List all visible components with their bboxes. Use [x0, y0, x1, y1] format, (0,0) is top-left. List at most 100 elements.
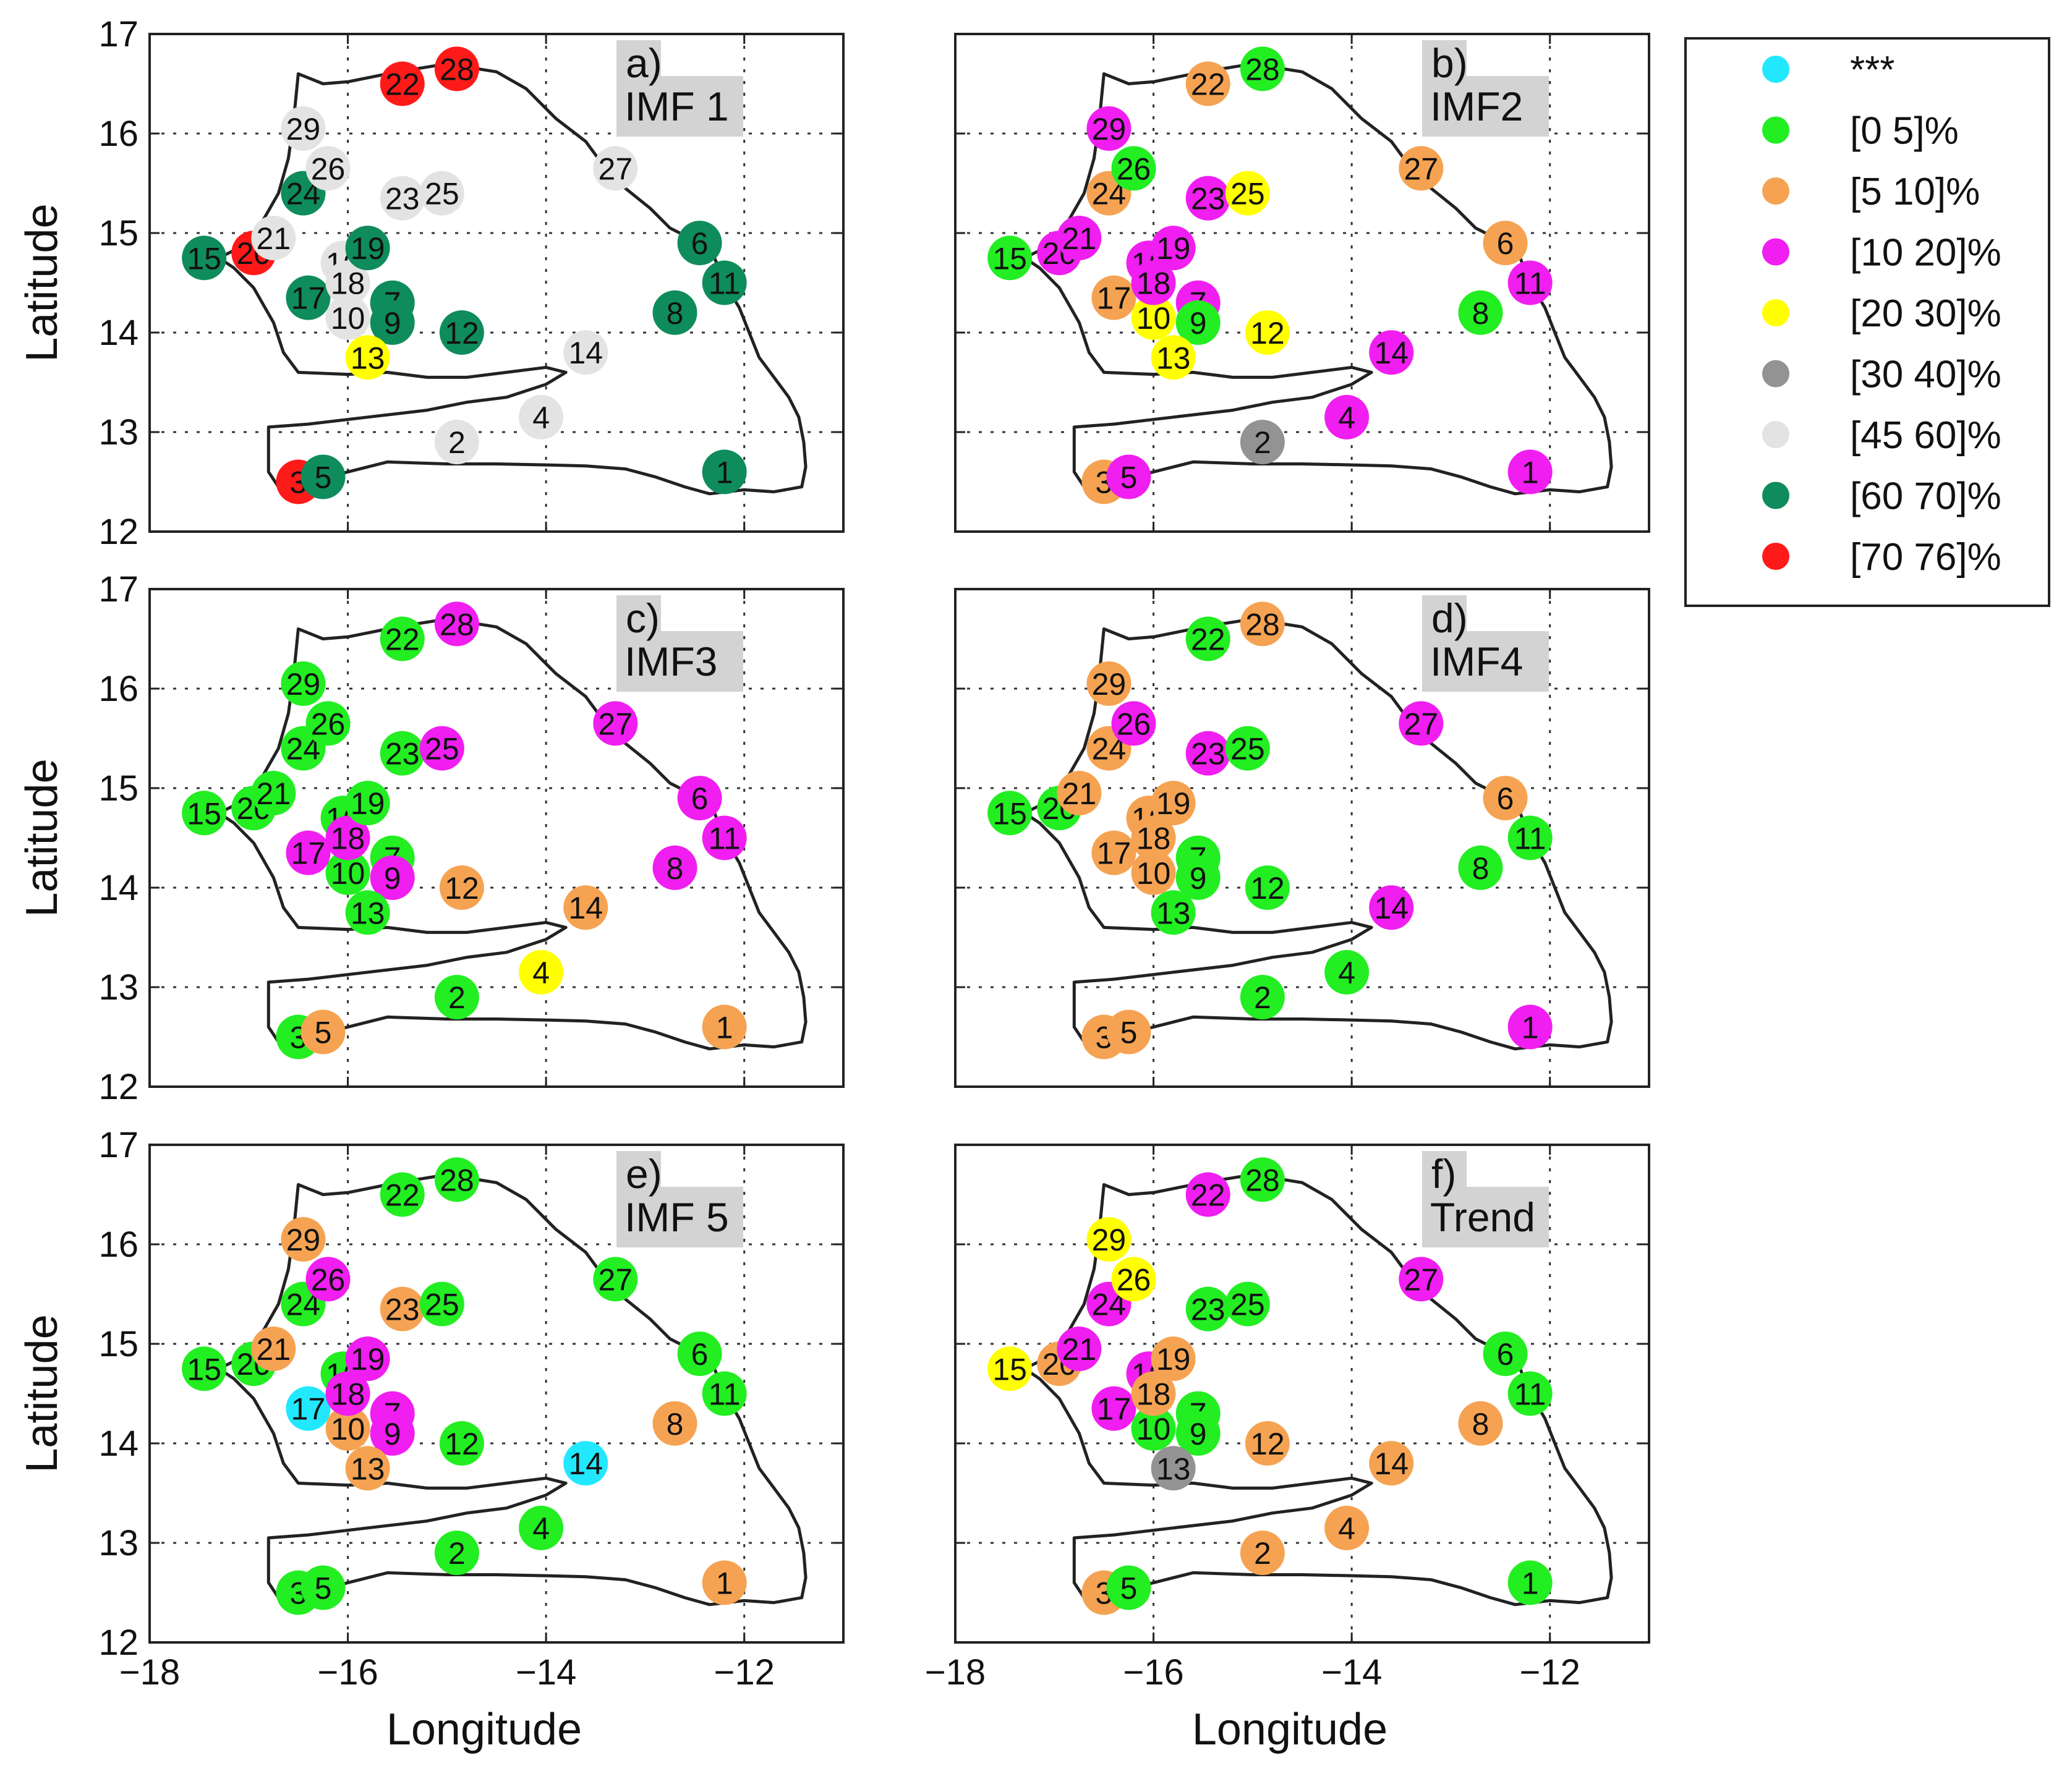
station-25: 25	[419, 1281, 464, 1327]
station-marker	[1091, 830, 1136, 875]
station-label: 8	[667, 1407, 684, 1442]
station-label: 29	[286, 112, 321, 147]
station-marker	[702, 1004, 747, 1050]
legend-item-k1: [0 5]%	[1762, 110, 1959, 153]
station-marker	[251, 216, 296, 261]
station-2: 2	[1240, 420, 1285, 465]
panel-letter: f)	[1431, 1151, 1456, 1197]
station-label: 2	[1254, 425, 1271, 460]
station-label: 26	[311, 151, 346, 186]
station-label: 23	[1191, 1293, 1225, 1327]
panel-label: c)IMF3	[616, 595, 743, 692]
station-label: 15	[992, 241, 1027, 276]
station-27: 27	[593, 146, 638, 191]
panel-letter: d)	[1431, 595, 1468, 641]
station-label: 12	[1250, 871, 1285, 906]
station-label: 26	[1117, 151, 1151, 186]
station-8: 8	[652, 290, 697, 335]
station-label: 4	[1338, 401, 1355, 435]
station-1: 1	[702, 449, 747, 495]
station-marker	[1240, 1531, 1285, 1576]
station-label: 2	[1254, 980, 1271, 1015]
station-14: 14	[1369, 885, 1414, 930]
station-21: 21	[1057, 1327, 1102, 1372]
station-label: 19	[351, 231, 385, 266]
station-1: 1	[1507, 1560, 1553, 1605]
legend-item-k8: [70 76]%	[1762, 536, 2001, 579]
station-marker	[652, 290, 697, 335]
station-4: 4	[1324, 1505, 1370, 1550]
x-tick-label: −12	[1520, 1652, 1580, 1692]
station-label: 11	[709, 822, 741, 856]
station-marker	[1369, 885, 1414, 930]
station-2: 2	[434, 975, 479, 1020]
station-marker	[1175, 1411, 1221, 1456]
panel-label: d)IMF4	[1422, 595, 1549, 692]
station-marker	[286, 1386, 331, 1431]
station-label: 12	[1250, 1427, 1285, 1461]
station-marker	[300, 454, 346, 499]
station-marker	[1057, 771, 1102, 816]
station-4: 4	[1324, 949, 1370, 995]
station-18: 18	[325, 815, 370, 860]
station-21: 21	[1057, 216, 1102, 261]
x-tick-label: −12	[714, 1652, 775, 1692]
station-18: 18	[325, 260, 370, 305]
station-19: 19	[1151, 1336, 1196, 1382]
station-label: 12	[445, 316, 479, 350]
station-marker	[345, 226, 390, 271]
station-label: 19	[1156, 1342, 1191, 1377]
station-marker	[380, 1172, 425, 1217]
station-marker	[702, 1560, 747, 1605]
station-label: 14	[568, 891, 603, 925]
station-28: 28	[434, 601, 479, 647]
station-marker	[1507, 1560, 1553, 1605]
station-marker	[1086, 1217, 1132, 1262]
legend-swatch	[1762, 360, 1789, 388]
x-axis-label: Longitude	[386, 1705, 582, 1754]
country-outline	[217, 1173, 808, 1607]
station-label: 27	[599, 707, 633, 741]
station-marker	[305, 701, 351, 746]
station-28: 28	[1240, 46, 1285, 91]
station-marker	[325, 260, 370, 305]
station-label: 18	[331, 822, 365, 856]
station-label: 25	[425, 732, 459, 766]
station-marker	[677, 221, 722, 266]
panel-title-box	[616, 1187, 743, 1247]
country-outline	[217, 62, 808, 496]
station-8: 8	[652, 845, 697, 890]
station-23: 23	[1185, 731, 1230, 776]
legend-swatch	[1762, 56, 1789, 83]
station-25: 25	[419, 726, 464, 771]
station-marker	[380, 176, 425, 221]
station-marker	[1131, 1371, 1176, 1416]
panel-title-box	[616, 631, 743, 692]
station-label: 2	[448, 1536, 466, 1571]
station-marker	[1175, 300, 1221, 345]
station-marker	[1324, 1505, 1370, 1550]
station-label: 8	[1472, 296, 1490, 331]
station-marker	[380, 61, 425, 106]
panel-title-box	[1422, 631, 1549, 692]
station-marker	[702, 1371, 747, 1416]
station-label: 23	[385, 182, 420, 216]
station-9: 9	[370, 1411, 415, 1456]
station-marker	[1483, 776, 1528, 821]
station-marker	[987, 236, 1033, 281]
station-marker	[1091, 1386, 1136, 1431]
panel-letter: c)	[626, 595, 660, 641]
station-26: 26	[305, 146, 351, 191]
station-label: 9	[1190, 861, 1207, 896]
legend-label: [5 10]%	[1850, 171, 1980, 213]
station-marker	[325, 295, 370, 340]
panel-letter-box	[616, 1151, 661, 1188]
station-label: 15	[187, 241, 221, 276]
panel-label: f)Trend	[1422, 1151, 1549, 1247]
station-2: 2	[434, 420, 479, 465]
station-18: 18	[1131, 260, 1176, 305]
station-marker	[345, 781, 390, 826]
station-4: 4	[519, 1505, 564, 1550]
station-29: 29	[281, 106, 326, 151]
legend-label: [30 40]%	[1850, 354, 2001, 396]
